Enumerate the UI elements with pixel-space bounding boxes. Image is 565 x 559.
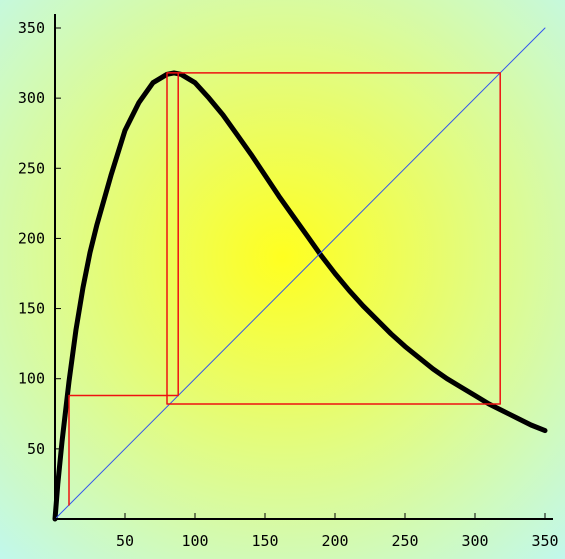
axes-layer: 50 100 150 200 250 300 350 50 100 150 200 250 300 350 [18,14,559,550]
y-tick-label: 250 [18,159,45,177]
y-tick-label: 150 [18,300,45,318]
x-tick-label: 350 [531,532,558,550]
identity-line [54,27,546,520]
y-tick-label: 350 [18,19,45,37]
y-tick-label: 100 [18,370,45,388]
series-layer [52,27,548,522]
y-tick-label: 200 [18,229,45,247]
x-tick-label: 50 [116,532,134,550]
x-tick-label: 150 [251,532,278,550]
y-tick-label: 300 [18,89,45,107]
x-tick-label: 200 [321,532,348,550]
x-tick-label: 250 [391,532,418,550]
cobweb-path [68,72,501,506]
x-tick-label: 300 [461,532,488,550]
x-tick-label: 100 [181,532,208,550]
y-tick-label: 50 [27,440,45,458]
map-curve [52,70,548,522]
